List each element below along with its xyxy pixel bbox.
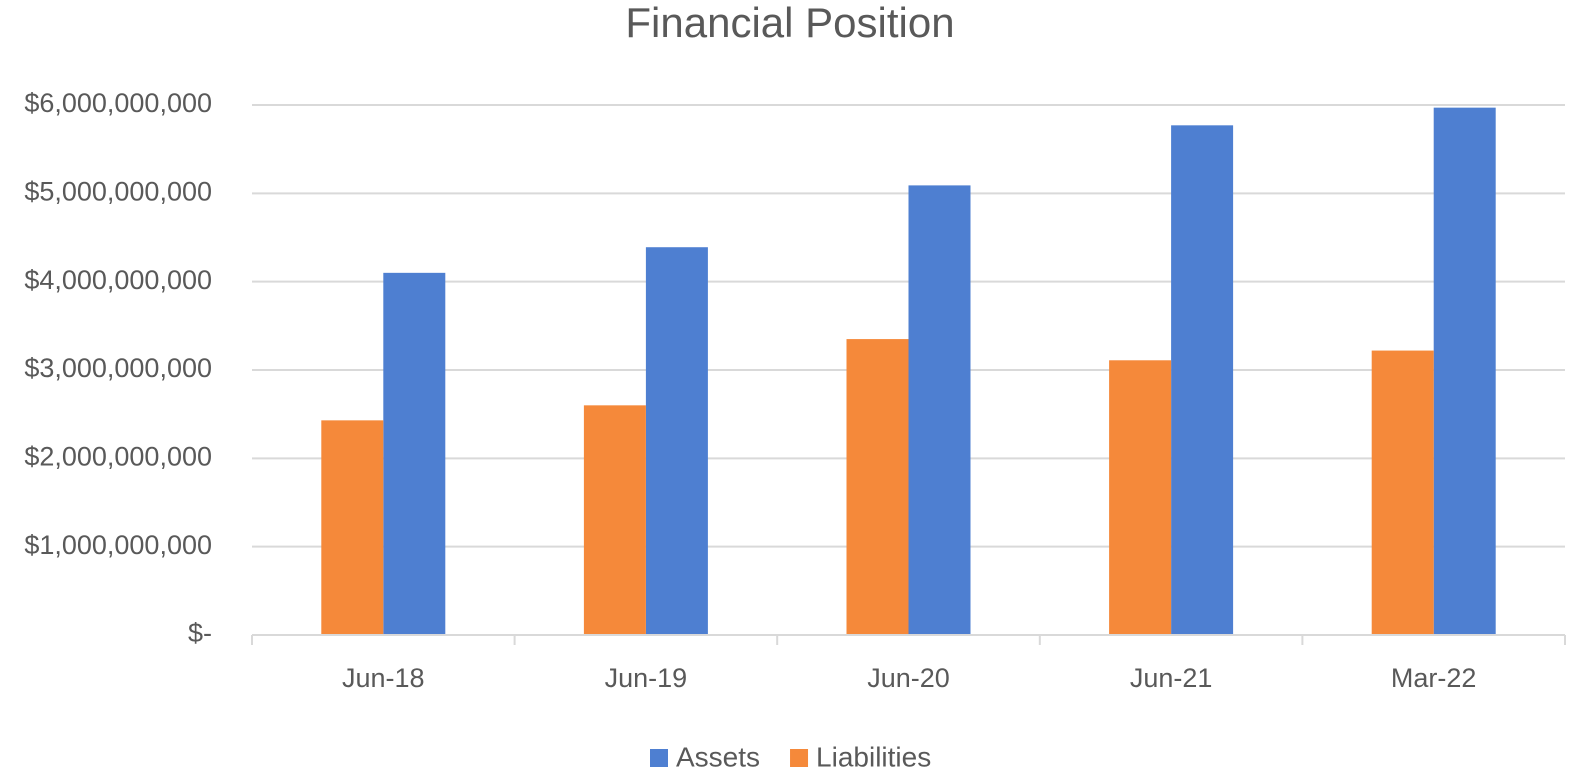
y-tick-label: $1,000,000,000	[24, 530, 212, 560]
bar	[908, 185, 971, 635]
bar	[1109, 360, 1172, 635]
legend-swatch	[790, 749, 809, 767]
bar	[1171, 125, 1234, 636]
y-tick-label: $4,000,000,000	[24, 265, 212, 295]
legend-swatch	[650, 749, 668, 767]
legend-label: Liabilities	[816, 741, 931, 772]
y-tick-label: $5,000,000,000	[24, 176, 212, 206]
x-tick-label: Mar-22	[1391, 663, 1477, 693]
bar	[1371, 350, 1434, 635]
bar	[645, 247, 708, 635]
bar	[1433, 107, 1496, 635]
x-tick-label: Jun-18	[342, 663, 425, 693]
bar	[321, 420, 384, 635]
bar	[846, 339, 909, 635]
x-tick-label: Jun-19	[605, 663, 688, 693]
chart-title: Financial Position	[625, 0, 954, 46]
x-tick-label: Jun-21	[1130, 663, 1213, 693]
bar	[583, 405, 646, 635]
y-tick-label: $6,000,000,000	[24, 88, 212, 118]
bar	[383, 272, 446, 635]
y-tick-label: $-	[188, 618, 212, 648]
x-tick-label: Jun-20	[867, 663, 950, 693]
legend-label: Assets	[676, 741, 760, 772]
y-tick-label: $3,000,000,000	[24, 353, 212, 383]
y-tick-label: $2,000,000,000	[24, 441, 212, 471]
